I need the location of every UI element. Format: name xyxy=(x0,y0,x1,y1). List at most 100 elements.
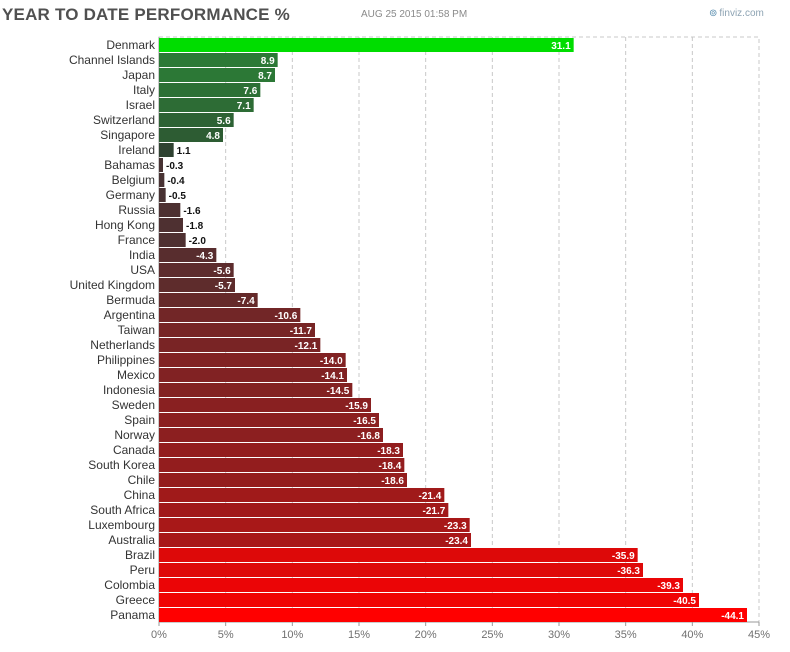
value-label: -4.3 xyxy=(196,251,214,262)
value-label: -16.8 xyxy=(357,431,380,442)
category-label: Luxembourg xyxy=(88,518,155,532)
bar xyxy=(159,263,234,277)
bar xyxy=(159,353,346,367)
value-label: -16.5 xyxy=(353,416,376,427)
value-label: -18.4 xyxy=(379,461,402,472)
bar xyxy=(159,53,278,67)
value-label: 8.7 xyxy=(258,71,272,82)
bar xyxy=(159,203,181,217)
bar xyxy=(159,158,163,172)
category-label: Colombia xyxy=(104,578,155,592)
category-label: France xyxy=(118,233,156,247)
bar xyxy=(159,128,223,142)
x-tick-label: 20% xyxy=(415,629,437,641)
category-label: Sweden xyxy=(112,398,155,412)
value-label: -7.4 xyxy=(237,296,255,307)
bar xyxy=(159,443,403,457)
category-label: Singapore xyxy=(100,128,155,142)
bar xyxy=(159,488,445,502)
category-label: Russia xyxy=(118,203,155,217)
bar xyxy=(159,503,449,517)
bar xyxy=(159,278,235,292)
category-label: Indonesia xyxy=(103,383,155,397)
category-label: Peru xyxy=(130,563,155,577)
category-label: USA xyxy=(130,263,155,277)
category-label: China xyxy=(124,488,156,502)
category-label: Channel Islands xyxy=(69,53,155,67)
value-label: 8.9 xyxy=(261,56,275,67)
bar xyxy=(159,323,315,337)
bar xyxy=(159,383,353,397)
category-label: Canada xyxy=(113,443,155,457)
bar xyxy=(159,173,165,187)
bar xyxy=(159,458,405,472)
brand-link[interactable]: ⊚ finviz.com xyxy=(709,8,764,19)
category-label: Brazil xyxy=(125,548,155,562)
value-label: -40.5 xyxy=(673,596,696,607)
bar xyxy=(159,533,471,547)
value-label: -44.1 xyxy=(721,611,744,622)
x-tick-label: 10% xyxy=(281,629,303,641)
bar xyxy=(159,143,174,157)
category-label: Italy xyxy=(133,83,155,97)
category-label: Norway xyxy=(114,428,155,442)
value-label: -15.9 xyxy=(345,401,368,412)
category-label: Philippines xyxy=(97,353,155,367)
value-label: 5.6 xyxy=(217,116,231,127)
brand-label: finviz.com xyxy=(719,8,764,19)
bar xyxy=(159,233,186,247)
bar xyxy=(159,428,383,442)
bar xyxy=(159,518,470,532)
bar xyxy=(159,548,638,562)
category-label: Denmark xyxy=(106,38,156,52)
value-label: -18.3 xyxy=(377,446,400,457)
category-label: Chile xyxy=(128,473,156,487)
value-label: -39.3 xyxy=(657,581,680,592)
value-label: -0.4 xyxy=(167,176,185,187)
x-tick-label: 25% xyxy=(481,629,503,641)
bar xyxy=(159,293,258,307)
value-label: -11.7 xyxy=(290,326,313,337)
value-label: -23.4 xyxy=(445,536,468,547)
value-label: 7.1 xyxy=(237,101,251,112)
value-label: -0.3 xyxy=(166,161,184,172)
x-tick-label: 5% xyxy=(218,629,234,641)
value-label: -36.3 xyxy=(617,566,640,577)
category-label: Netherlands xyxy=(90,338,155,352)
bar xyxy=(159,38,574,52)
category-label: Hong Kong xyxy=(95,218,155,232)
bar xyxy=(159,398,371,412)
value-label: -1.8 xyxy=(186,221,204,232)
bar xyxy=(159,83,261,97)
category-label: Bermuda xyxy=(106,293,155,307)
category-label: Taiwan xyxy=(118,323,155,337)
value-label: 4.8 xyxy=(206,131,220,142)
category-label: United Kingdom xyxy=(70,278,155,292)
bar xyxy=(159,113,234,127)
finviz-logo-icon: ⊚ xyxy=(709,8,718,19)
bar xyxy=(159,368,347,382)
bar xyxy=(159,413,379,427)
category-label: Bahamas xyxy=(104,158,155,172)
value-label: -18.6 xyxy=(381,476,404,487)
x-tick-label: 40% xyxy=(681,629,703,641)
category-label: South Korea xyxy=(88,458,155,472)
category-label: Ireland xyxy=(118,143,155,157)
bar xyxy=(159,188,166,202)
category-label: Belgium xyxy=(112,173,155,187)
value-label: -5.6 xyxy=(213,266,231,277)
bar xyxy=(159,98,254,112)
value-label: -21.4 xyxy=(419,491,442,502)
value-label: -14.1 xyxy=(321,371,344,382)
category-label: Japan xyxy=(122,68,155,82)
bar xyxy=(159,593,699,607)
bar xyxy=(159,473,407,487)
category-label: Australia xyxy=(108,533,155,547)
bar xyxy=(159,578,683,592)
value-label: 7.6 xyxy=(243,86,257,97)
value-label: -14.5 xyxy=(327,386,350,397)
value-label: -5.7 xyxy=(215,281,233,292)
value-label: -14.0 xyxy=(320,356,343,367)
x-tick-label: 45% xyxy=(748,629,770,641)
value-label: -1.6 xyxy=(183,206,201,217)
